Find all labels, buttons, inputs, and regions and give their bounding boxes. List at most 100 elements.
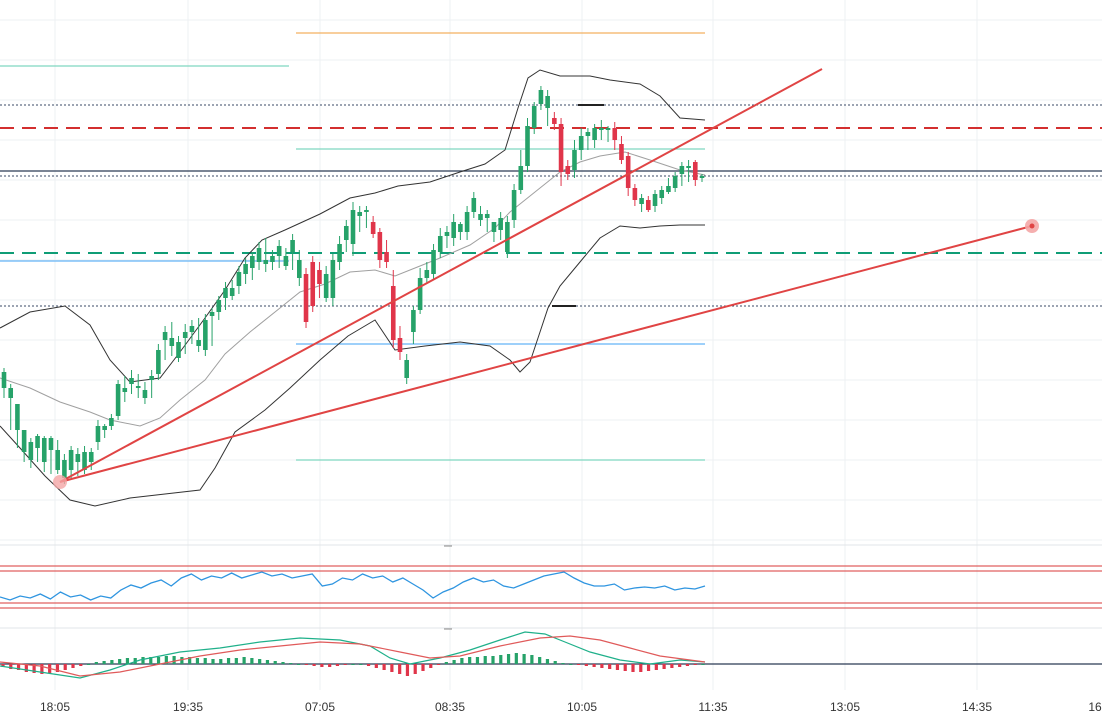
macd-histogram-negative [600,664,604,668]
candle-up [364,210,369,212]
candle-up [162,332,168,340]
candle-up [243,264,248,274]
candle-up [82,452,87,470]
macd-histogram-positive [172,656,176,664]
candle-up [109,418,114,426]
macd-histogram-negative [608,664,612,669]
candle-up [431,250,436,274]
macd-histogram-negative [623,664,627,671]
bollinger-lower [0,224,705,507]
macd-histogram-negative [55,664,60,672]
macd-histogram-positive [499,655,503,664]
macd-histogram-negative [429,664,433,668]
candle-up [337,244,342,262]
macd-histogram-negative [421,664,425,671]
macd-histogram-positive [701,664,705,665]
x-axis-tick-label: 19:35 [173,700,203,714]
macd-histogram-positive [188,657,192,664]
candle-up [545,96,550,108]
candle-up [639,198,644,204]
candle-up [75,454,81,462]
macd-histogram-negative [670,664,674,668]
candle-up [592,128,597,140]
candle-up [572,150,577,170]
macd-histogram-negative [382,664,386,670]
macd-histogram-positive [156,657,161,664]
bollinger-basis [0,151,706,427]
macd-histogram-positive [234,658,238,664]
macd-histogram-negative [631,664,635,672]
candle-up [699,176,705,178]
macd-histogram-positive [250,658,254,664]
candle-up [538,90,544,104]
x-axis-tick-label: 11:35 [698,700,727,714]
candle-up [424,270,430,278]
candle-up [182,332,188,338]
rsi-line [0,571,706,601]
candle-down [646,200,651,210]
macd-histogram-positive [444,662,448,664]
macd-histogram-negative [335,664,340,666]
candle-up [599,128,604,130]
macd-histogram-negative [654,664,658,670]
candle-up [169,338,175,346]
candle-up [256,248,262,262]
trendline[interactable] [59,68,823,483]
candle-up [666,186,671,192]
candle-up [68,450,74,470]
x-axis-tick-label: 07:05 [305,700,335,714]
macd-histogram-negative [79,664,83,666]
candle-up [350,210,356,244]
macd-histogram-positive [125,658,130,664]
x-axis-tick-label: 08:35 [435,700,465,714]
trendline-anchor-handle[interactable] [53,475,67,489]
macd-histogram-positive [110,660,114,664]
macd-histogram-negative [398,664,402,674]
candle-up [189,326,195,332]
candle-up [28,442,34,460]
macd-histogram-positive [351,664,355,665]
macd-histogram-positive [514,653,518,664]
candle-down [612,128,618,140]
macd-line [0,631,706,679]
candle-down [317,270,322,284]
candle-up [652,194,658,206]
candle-up [176,342,181,358]
trendline-anchor-dot [1029,223,1035,229]
macd-histogram-positive [460,658,464,664]
macd-histogram-negative [24,664,28,672]
candle-up [686,166,691,168]
candle-up [250,256,255,268]
candle-up [505,222,510,252]
candle-up [357,212,363,216]
candle-down [397,338,403,352]
macd-histogram-negative [16,664,21,670]
macd-histogram-positive [118,659,122,664]
x-axis-tick-label: 14:35 [962,700,992,714]
macd-histogram-negative [592,664,596,667]
candle-down [303,274,309,322]
macd-histogram-negative [693,664,697,665]
macd-signal-line [0,635,706,677]
macd-histogram-negative [32,664,36,673]
candle-up [102,426,107,430]
macd-histogram-positive [180,657,184,664]
macd-histogram-negative [639,664,643,672]
macd-histogram-negative [576,664,581,665]
candle-up [223,288,228,298]
candle-up [498,218,503,230]
candle-up [525,126,530,166]
trendline[interactable] [59,225,1033,483]
candle-up [62,460,67,478]
macd-histogram-negative [9,664,13,669]
candle-up [518,166,524,190]
macd-histogram-positive [164,656,168,664]
candle-down [370,222,376,234]
macd-histogram-positive [141,657,145,664]
macd-histogram-positive [359,664,363,665]
macd-histogram-positive [289,663,293,664]
macd-histogram-negative [366,664,371,666]
macd-histogram-positive [491,656,495,664]
